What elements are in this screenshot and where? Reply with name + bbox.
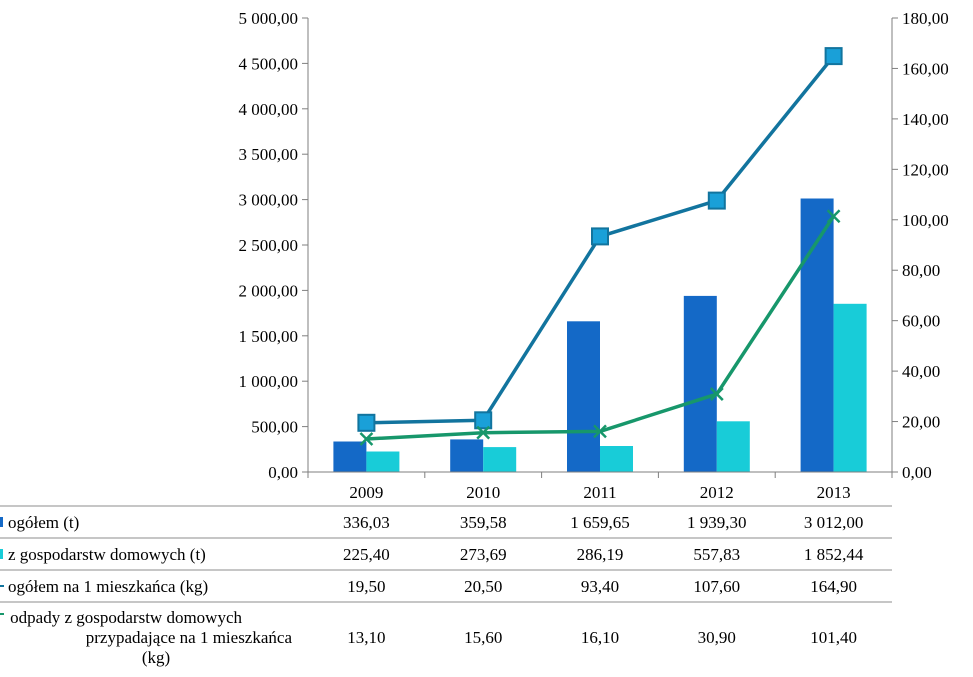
bar-series1-2009 [333, 441, 367, 472]
axes-layer: 0,00 500,00 1 000,00 1 500,00 2 000,00 2 500,… [239, 9, 949, 482]
left-tick-label: 0,00 [268, 463, 298, 482]
table-cell: 1 939,30 [687, 513, 747, 532]
left-tick-label: 4 000,00 [239, 100, 299, 119]
table-cell: 164,90 [810, 577, 857, 596]
table-cell: 30,90 [698, 628, 736, 647]
table-cell: 286,19 [577, 545, 624, 564]
right-tick-label: 100,00 [902, 211, 949, 230]
table-cell: 336,03 [343, 513, 390, 532]
left-tick-label: 2 500,00 [239, 236, 299, 255]
point-series4-2012 [709, 387, 724, 401]
category-label: 2009 [349, 483, 383, 502]
point-series3-2009 [357, 413, 376, 432]
left-tick-label: 3 500,00 [239, 145, 299, 164]
table-cell: 1 852,44 [804, 545, 864, 564]
right-tick-label: 40,00 [902, 362, 940, 381]
point-series3-2013 [824, 47, 843, 66]
x-marker-stroke [709, 387, 724, 401]
bar-series1-2011 [567, 321, 600, 472]
point-series3-2011 [591, 227, 609, 246]
category-label: 2012 [700, 483, 734, 502]
table-cell: 20,50 [464, 577, 502, 596]
left-tick-label: 3 000,00 [239, 191, 299, 210]
right-tick-label: 120,00 [902, 160, 949, 179]
table-cell: 16,10 [581, 628, 619, 647]
row-label: przypadające na 1 mieszkańca [86, 628, 293, 647]
bar-series1-2010 [450, 439, 484, 472]
bar-series2-2011 [600, 446, 633, 472]
right-tick-label: 180,00 [902, 9, 949, 28]
row-label: z gospodarstw domowych (t) [8, 545, 206, 564]
table-cell: 15,60 [464, 628, 502, 647]
x-marker-stroke [826, 209, 841, 224]
left-tick-label: 1 500,00 [239, 327, 299, 346]
left-tick-label: 1 000,00 [239, 372, 299, 391]
table-cell: 107,60 [693, 577, 740, 596]
right-tick-label: 0,00 [902, 463, 932, 482]
category-label: 2013 [817, 483, 851, 502]
bar-series1-2012 [683, 295, 717, 472]
point-series4-2010 [476, 425, 491, 440]
bar-series2-2009 [366, 451, 400, 472]
table-cell: 101,40 [810, 628, 857, 647]
right-tick-label: 160,00 [902, 59, 949, 78]
right-tick-label: 140,00 [902, 110, 949, 129]
row-label: (kg) [142, 648, 170, 667]
legend-key-bar [0, 517, 3, 527]
table-cell: 13,10 [347, 628, 385, 647]
legend-key-bar [0, 549, 3, 559]
category-label: 2011 [583, 483, 616, 502]
table-cell: 93,40 [581, 577, 619, 596]
data-table: 2009 2010 2011 2012 2013 ogółem (t) 336,03 359,… [0, 483, 892, 667]
lines-layer [357, 47, 843, 446]
left-tick-label: 5 000,00 [239, 9, 299, 28]
table-cell: 273,69 [460, 545, 507, 564]
x-marker-stroke [476, 425, 491, 440]
table-cell: 557,83 [693, 545, 740, 564]
left-tick-label: 4 500,00 [239, 54, 299, 73]
bars-layer [333, 198, 867, 472]
x-marker-stroke [593, 424, 607, 439]
right-tick-label: 20,00 [902, 413, 940, 432]
point-series3-2010 [474, 411, 493, 430]
point-series3-2012 [707, 191, 726, 210]
left-tick-label: 2 000,00 [239, 281, 299, 300]
row-label: ogółem (t) [8, 513, 79, 532]
bar-series2-2010 [483, 447, 517, 472]
left-tick-label: 500,00 [251, 418, 298, 437]
right-tick-label: 60,00 [902, 312, 940, 331]
row-label: odpady z gospodarstw domowych [10, 608, 242, 627]
table-cell: 359,58 [460, 513, 507, 532]
table-cell: 1 659,65 [570, 513, 630, 532]
x-marker-stroke [359, 432, 374, 446]
row-label: ogółem na 1 mieszkańca (kg) [8, 577, 208, 596]
bar-series2-2013 [833, 303, 867, 472]
point-series4-2013 [826, 209, 841, 224]
right-tick-label: 80,00 [902, 261, 940, 280]
table-cell: 3 012,00 [804, 513, 864, 532]
category-label: 2010 [466, 483, 500, 502]
table-cell: 19,50 [347, 577, 385, 596]
point-series4-2011 [593, 424, 607, 439]
table-cell: 225,40 [343, 545, 390, 564]
point-series4-2009 [359, 432, 374, 446]
bar-series2-2012 [716, 421, 750, 472]
